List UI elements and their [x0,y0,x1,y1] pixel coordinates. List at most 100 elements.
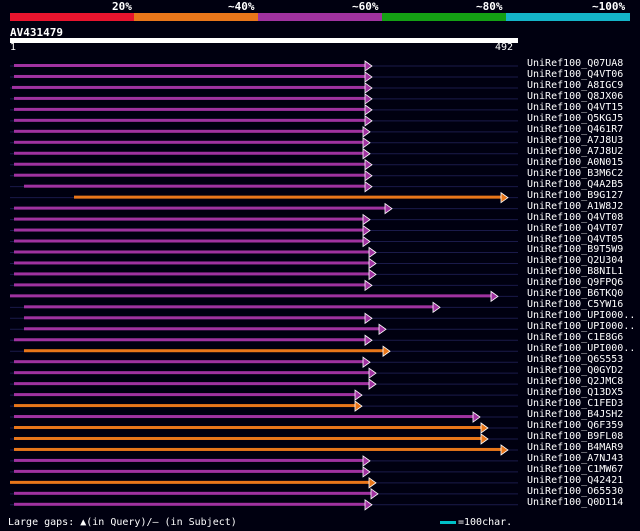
hit-name[interactable]: UniRef100_C1FED3 [527,398,624,410]
hit-bar[interactable] [14,447,502,451]
hit-arrow-icon [364,499,373,511]
hit-name[interactable]: UniRef100_A0N015 [527,156,624,168]
hit-arrow-icon [362,235,371,248]
hit-bar[interactable] [14,261,370,265]
hit-bar[interactable] [14,173,366,177]
hit-name[interactable]: UniRef100_Q0GYD2 [527,365,624,377]
hit-name[interactable]: UniRef100_B4JSH2 [527,409,624,421]
hit-bar[interactable] [14,283,366,287]
hit-arrow-icon [362,455,371,467]
hit-name[interactable]: UniRef100_UPI000.. [527,343,636,355]
hit-name[interactable]: UniRef100_Q6F359 [527,420,624,431]
hit-name[interactable]: UniRef100_Q4VT05 [527,233,624,245]
hit-name[interactable]: UniRef100_UPI000.. [527,310,636,322]
hit-bar[interactable] [14,250,370,254]
hit-name[interactable]: UniRef100_B9T5W9 [527,244,624,256]
hit-bar[interactable] [24,305,434,309]
hit-bar[interactable] [14,64,366,67]
hit-name[interactable]: UniRef100_Q8JX06 [527,90,624,102]
hit-bar[interactable] [14,415,474,419]
hit-bar[interactable] [14,162,366,166]
hit-bar[interactable] [10,480,370,484]
hit-name[interactable]: UniRef100_B8NIL1 [527,266,624,278]
hit-name[interactable]: UniRef100_A8IGC9 [527,79,624,91]
hit-bar[interactable] [14,458,364,462]
hit-name[interactable]: UniRef100_C5YW16 [527,299,624,311]
hit-name[interactable]: UniRef100_A7NJ43 [527,452,624,464]
hit-bar[interactable] [14,360,364,364]
hit-name[interactable]: UniRef100_B3M6C2 [527,167,624,179]
hit-name[interactable]: UniRef100_Q13DX5 [527,387,624,399]
hit-bar[interactable] [14,228,364,232]
hit-bar[interactable] [14,393,356,397]
hit-arrow-icon [384,202,393,215]
hit-name[interactable]: UniRef100_Q5KGJ5 [527,112,624,124]
hit-bar[interactable] [14,107,366,111]
hit-name[interactable]: UniRef100_B4MAR9 [527,441,624,453]
hit-name[interactable]: UniRef100_B6TKQ0 [527,288,624,300]
hit-name[interactable]: UniRef100_Q9FPQ6 [527,277,624,289]
hit-arrow-icon [368,477,377,489]
hit-bar[interactable] [74,195,502,199]
hit-name[interactable]: UniRef100_Q4VT07 [527,222,624,234]
hit-arrow-icon [364,60,373,72]
hit-bar[interactable] [14,96,366,100]
hit-arrow-icon [362,137,371,149]
hit-bar[interactable] [12,85,366,89]
hit-bar[interactable] [24,327,380,331]
hit-name[interactable]: UniRef100_C1MW67 [527,463,624,475]
hit-name[interactable]: UniRef100_Q461R7 [527,123,624,135]
hit-bar[interactable] [14,426,482,430]
hit-bar[interactable] [14,436,482,440]
hit-bar[interactable] [14,74,366,78]
hit-bar[interactable] [14,382,370,386]
hit-bar[interactable] [14,118,366,122]
hit-name[interactable]: UniRef100_UPI000.. [527,321,636,333]
hit-arrow-icon [364,279,373,292]
hit-bar[interactable] [14,206,386,210]
hit-name[interactable]: UniRef100_Q6S553 [527,354,624,366]
hit-bar[interactable] [24,316,366,320]
hit-arrow-icon [368,367,377,379]
hit-name[interactable]: UniRef100_A7J8U2 [527,145,624,157]
hit-name[interactable]: UniRef100_A7J8U3 [527,134,624,146]
hit-name[interactable]: UniRef100_Q2JMC8 [527,376,624,388]
hit-name[interactable]: UniRef100_Q42421 [527,474,624,486]
identity-legend: 20% ~40% ~60% ~80% ~100% [0,0,640,24]
hit-bar[interactable] [10,294,492,298]
hit-bar[interactable] [14,151,364,155]
hit-bar[interactable] [24,349,384,353]
hit-bar[interactable] [14,129,364,133]
hit-bar[interactable] [14,469,364,473]
legend-band-100 [506,13,630,21]
hit-bar[interactable] [14,272,370,276]
hit-arrow-icon [370,488,379,500]
hit-name[interactable]: UniRef100_Q4A2B5 [527,178,624,190]
hit-arrow-icon [500,444,509,456]
hit-bar[interactable] [14,404,356,408]
hit-name[interactable]: UniRef100_Q4VT08 [527,211,624,223]
hit-name[interactable]: UniRef100_Q0D114 [527,496,624,508]
hit-bar[interactable] [24,184,366,188]
hit-name[interactable]: UniRef100_B9FL08 [527,430,624,442]
hit-bar[interactable] [14,338,366,342]
hit-arrow-icon [362,213,371,226]
hit-name[interactable]: UniRef100_Q4VT06 [527,68,624,80]
hit-bar[interactable] [14,217,364,221]
hit-arrow-icon [364,158,373,171]
legend-label-100: ~100% [592,0,626,13]
hit-arrow-icon [432,301,441,314]
hit-arrow-icon [364,104,373,116]
hit-name[interactable]: UniRef100_Q4VT15 [527,101,624,113]
hit-bar[interactable] [14,502,366,506]
hit-name[interactable]: UniRef100_B9G127 [527,189,624,201]
hit-bar[interactable] [14,239,364,243]
hit-name[interactable]: UniRef100_Q07UA8 [527,58,624,69]
hit-name[interactable]: UniRef100_C1E8G6 [527,332,624,344]
hit-name[interactable]: UniRef100_O65530 [527,485,624,497]
hit-bar[interactable] [14,371,370,375]
hit-bar[interactable] [14,491,372,495]
hit-name[interactable]: UniRef100_A1W8J2 [527,200,624,212]
hit-name[interactable]: UniRef100_Q2U304 [527,255,624,267]
hit-bar[interactable] [14,140,364,144]
